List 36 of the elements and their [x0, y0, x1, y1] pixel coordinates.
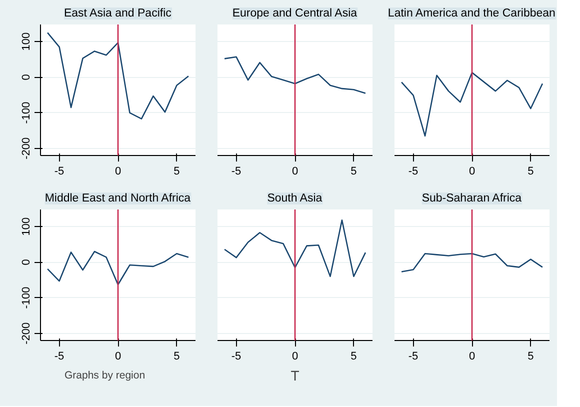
x-tick-label: 5: [350, 350, 357, 362]
y-tick-label: 0: [20, 259, 32, 266]
x-tick-label: 0: [292, 166, 298, 178]
line-series: [46, 250, 190, 286]
x-tick-label: 5: [350, 166, 357, 178]
x-tick-label: -5: [231, 166, 242, 178]
chart-title: Latin America and the Caribbean: [388, 8, 556, 20]
x-tick-label: -5: [231, 350, 242, 362]
chart-title: Sub-Saharan Africa: [422, 192, 522, 204]
x-axis-title: T: [290, 368, 300, 384]
line-series: [46, 32, 190, 120]
x-tick-label: -5: [54, 166, 64, 178]
y-tick-label: -100: [20, 102, 32, 124]
x-tick-label: 5: [528, 350, 534, 362]
x-tick-label: 5: [174, 166, 180, 178]
x-tick-label: -5: [408, 166, 418, 178]
y-tick-label: -200: [20, 322, 32, 344]
chart-title: Europe and Central Asia: [232, 8, 358, 20]
x-tick-label: 0: [114, 350, 122, 362]
text: Graphs by region: [64, 370, 146, 382]
x-tick-label: 0: [468, 166, 476, 178]
y-tick-label: 100: [20, 32, 32, 51]
x-tick-label: 5: [528, 166, 534, 178]
chart-title: Middle East and North Africa: [44, 192, 192, 204]
y-tick-label: -200: [20, 137, 32, 160]
y-tick-label: 0: [20, 74, 32, 80]
y-tick-label: 100: [20, 217, 32, 236]
x-tick-label: -5: [54, 350, 64, 362]
x-tick-label: 0: [468, 350, 476, 362]
x-tick-label: 0: [114, 166, 122, 178]
x-tick-label: 5: [174, 350, 180, 362]
y-tick-label: -100: [20, 286, 32, 309]
chart-title: South Asia: [267, 192, 323, 204]
x-tick-label: -5: [408, 350, 418, 362]
chart-title: East Asia and Pacific: [64, 8, 172, 20]
x-tick-label: 0: [292, 350, 298, 362]
